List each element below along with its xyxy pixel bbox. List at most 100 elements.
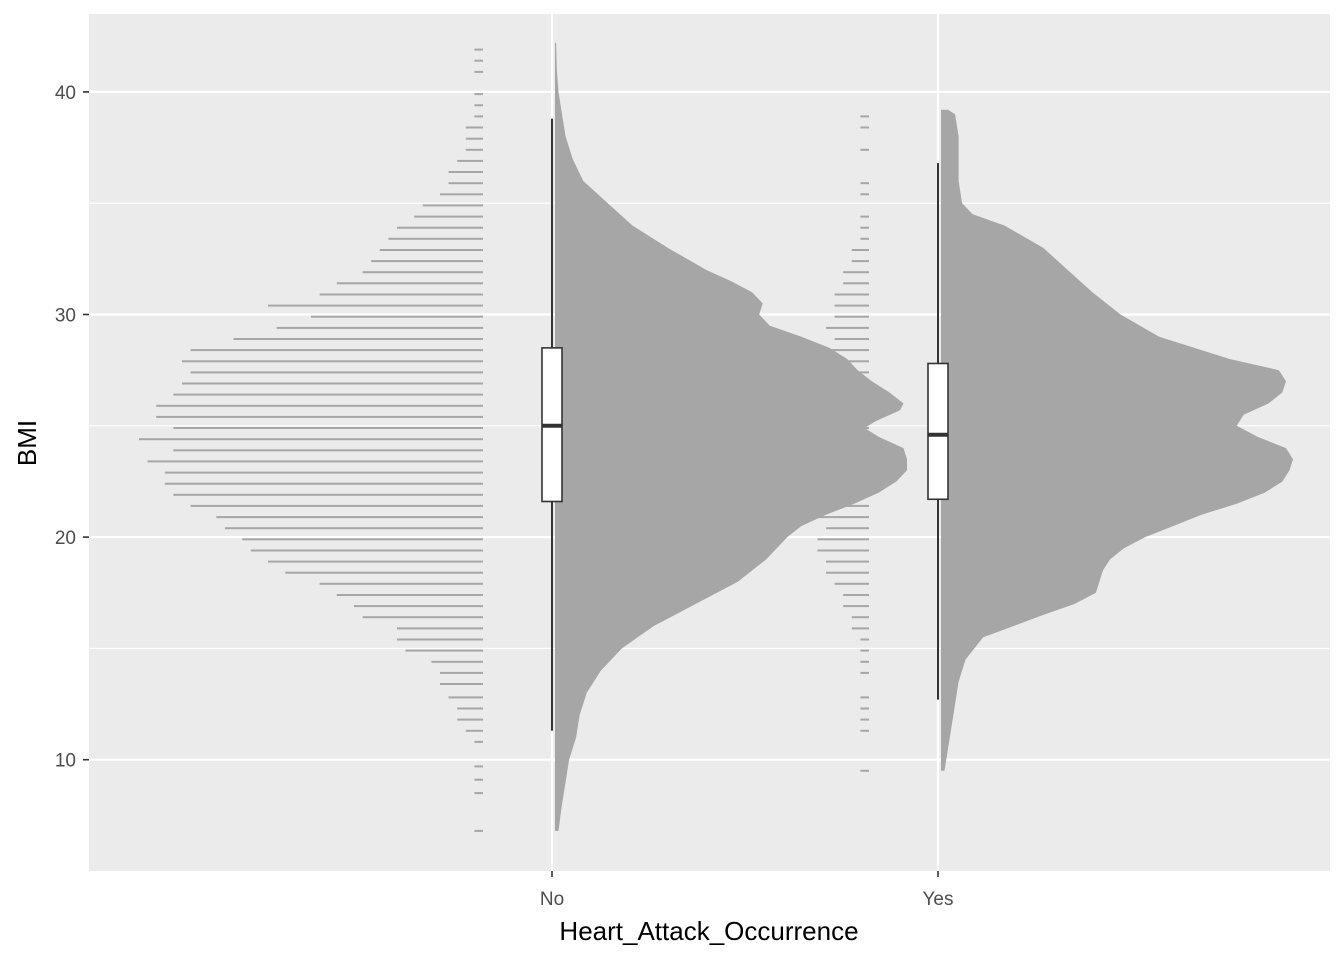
rain-dot-row [233, 338, 483, 340]
rain-dot-row [860, 638, 869, 641]
rain-dot-row [834, 582, 869, 585]
rain-dot-row [147, 460, 483, 463]
rain-dot-row [826, 382, 869, 385]
rain-dot-row [465, 729, 483, 732]
rain-dot-row [851, 616, 869, 619]
y-tick-label: 40 [55, 83, 76, 104]
rain-dot-row [860, 649, 869, 652]
rain-dot-row [834, 293, 869, 296]
rain-dot-row [834, 338, 869, 340]
rain-dot-row [362, 616, 483, 619]
rain-dot-row [474, 93, 483, 96]
rain-dot-row [379, 249, 483, 251]
rain-dot-row [860, 696, 869, 699]
rain-dot-row [851, 249, 869, 251]
rain-dot-row [474, 70, 483, 73]
rain-dot-row [225, 527, 483, 530]
density-cloud-no [555, 42, 907, 831]
rain-dot-row [465, 148, 483, 151]
rain-dot-row [851, 627, 869, 630]
rain-dot-row [173, 493, 483, 496]
rain-dot-row [817, 360, 869, 363]
rain-dot-row [190, 349, 483, 352]
rain-dot-row [808, 438, 869, 441]
rain-dot-row [817, 504, 869, 507]
dot-rain [139, 48, 869, 832]
rain-dot-row [250, 549, 483, 552]
rain-dot-row [860, 115, 869, 118]
rain-dot-row [139, 438, 483, 441]
rain-dot-row [448, 171, 483, 173]
rain-dot-row [808, 427, 869, 429]
rain-dot-row [860, 707, 869, 710]
rain-dot-row [860, 671, 869, 674]
rain-dot-row [156, 415, 483, 418]
rain-dot-row [190, 504, 483, 507]
y-tick-label: 10 [55, 751, 76, 772]
rain-dot-row [843, 605, 869, 608]
rain-dot-row [319, 293, 483, 296]
rain-dot-row [190, 371, 483, 374]
rain-dot-row [448, 182, 483, 185]
rain-dot-row [860, 237, 869, 240]
rain-dot-row [808, 460, 869, 463]
rain-dot-row [843, 594, 869, 596]
rain-dot-row [474, 829, 483, 832]
rain-dot-row [397, 627, 483, 630]
y-axis-title: BMI [12, 420, 42, 466]
rain-dot-row [817, 538, 869, 541]
rain-dot-row [834, 315, 869, 318]
rain-dot-row [164, 482, 484, 485]
rain-dot-row [173, 393, 483, 396]
rain-dot-row [371, 260, 483, 263]
rain-dot-row [474, 778, 483, 781]
rain-dot-row [826, 571, 869, 574]
x-axis-title: Heart_Attack_Occurrence [559, 916, 858, 946]
box [927, 362, 949, 501]
rain-dot-row [474, 740, 483, 743]
rain-dot-row [457, 159, 483, 162]
rain-dot-row [164, 471, 484, 474]
rain-dot-row [457, 718, 483, 721]
rain-dot-row [474, 765, 483, 768]
rain-dot-row [182, 382, 483, 385]
rain-dot-row [319, 582, 483, 585]
rain-dot-row [405, 649, 483, 652]
rain-dot-row [860, 226, 869, 229]
x-tick-label: No [540, 889, 564, 910]
rain-dot-row [860, 718, 869, 721]
rain-dot-row [817, 349, 869, 352]
rain-dot-row [474, 59, 483, 62]
rain-dot-row [817, 371, 869, 374]
rain-dot-row [860, 126, 869, 129]
boxplots [541, 118, 949, 731]
rain-dot-row [414, 215, 483, 218]
rain-dot-row [216, 516, 483, 519]
rain-dot-row [843, 271, 869, 274]
rain-dot-row [268, 560, 483, 563]
axes: 10 20 30 40 No Yes [55, 83, 954, 910]
rain-dot-row [851, 260, 869, 263]
rain-dot-row [817, 404, 869, 407]
rain-dot-row [826, 326, 869, 329]
rain-dot-row [431, 660, 483, 663]
rain-dot-row [826, 527, 869, 530]
rain-dot-row [834, 304, 869, 307]
rain-dot-row [397, 638, 483, 641]
rain-dot-row [800, 493, 869, 496]
density-cloud-yes [941, 109, 1293, 771]
rain-dot-row [843, 282, 869, 285]
rain-dot-row [817, 449, 869, 452]
rain-dot-row [242, 538, 483, 541]
rain-dot-row [860, 193, 869, 196]
rain-dot-row [860, 148, 869, 151]
rain-dot-row [311, 315, 483, 318]
rain-dot-row [448, 696, 483, 699]
rain-dot-row [860, 182, 869, 185]
rain-dot-row [860, 215, 869, 218]
rain-dot-row [817, 516, 869, 519]
rain-dot-row [817, 549, 869, 552]
rain-dot-row [808, 471, 869, 474]
density-clouds [555, 42, 1293, 831]
rain-dot-row [285, 571, 483, 574]
